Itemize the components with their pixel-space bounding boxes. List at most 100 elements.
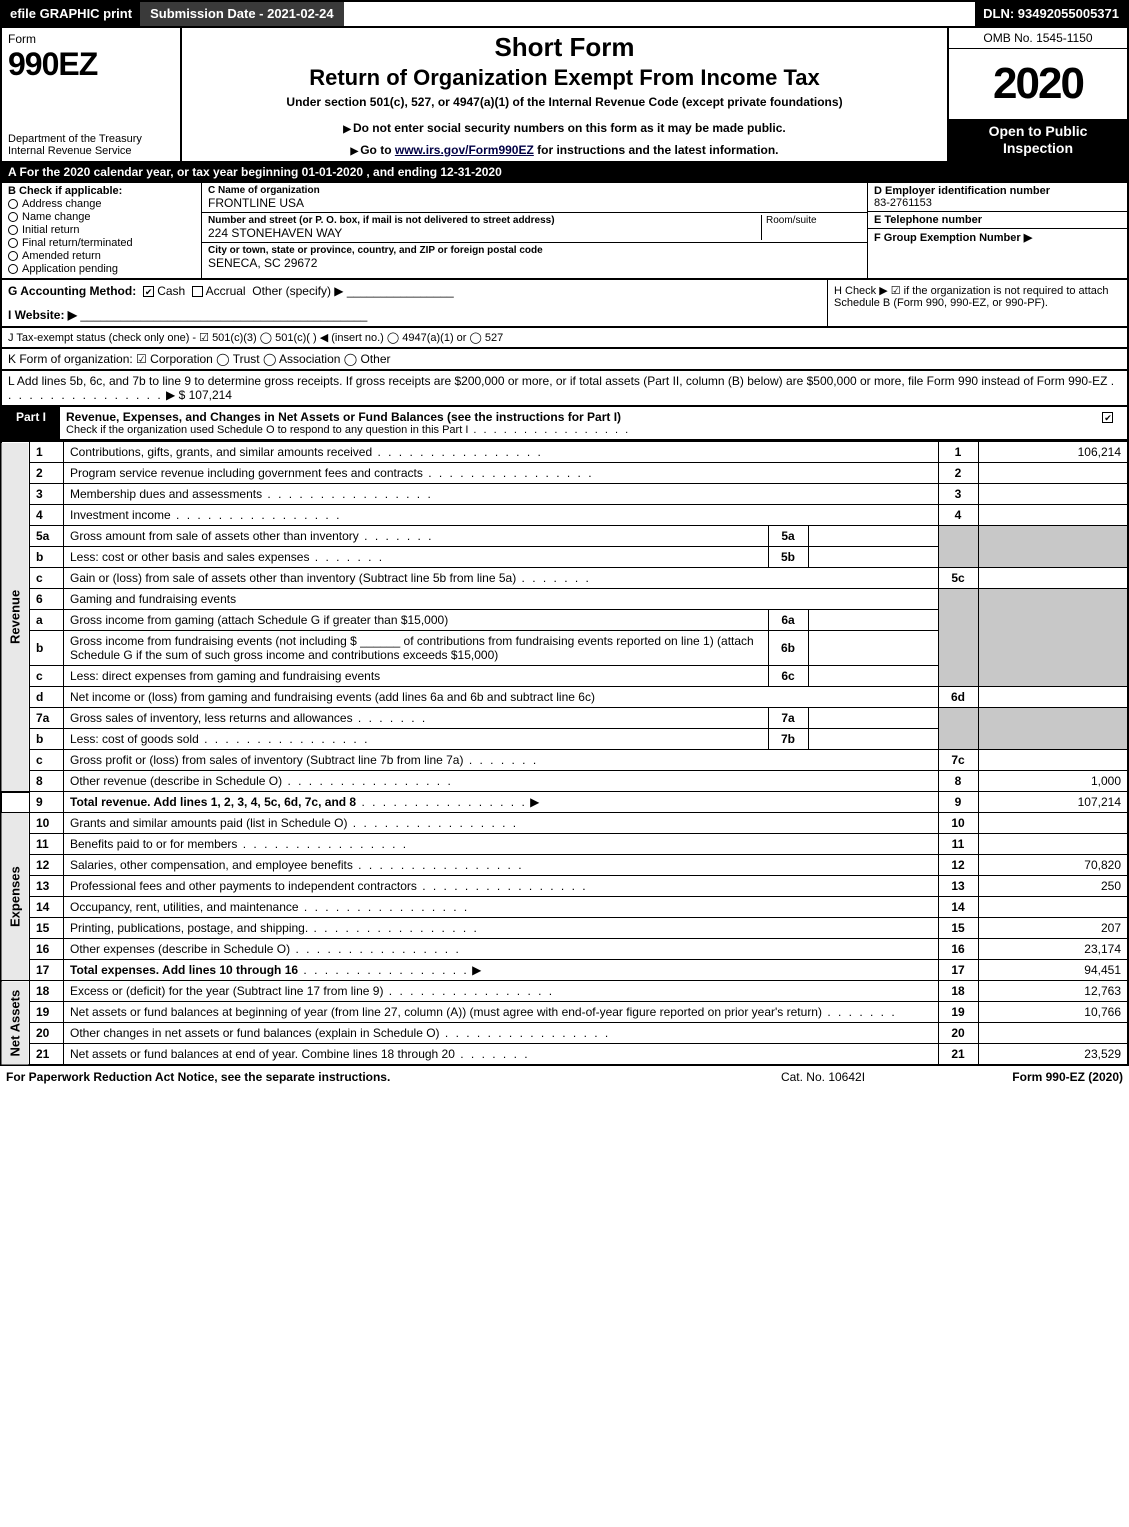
goto-pre: Go to [360,143,395,157]
part1-sub: Check if the organization used Schedule … [66,424,468,436]
topbar: efile GRAPHIC print Submission Date - 20… [0,0,1129,28]
cash-label: Cash [157,284,185,298]
desc: Salaries, other compensation, and employ… [70,858,353,872]
line-5c: cGain or (loss) from sale of assets othe… [1,568,1128,589]
line-20: 20Other changes in net assets or fund ba… [1,1023,1128,1044]
desc: Less: cost or other basis and sales expe… [70,550,309,564]
line-5a: 5aGross amount from sale of assets other… [1,526,1128,547]
chk-name-change[interactable]: Name change [8,211,195,223]
ssn-notice: Do not enter social security numbers on … [190,121,939,135]
desc: Benefits paid to or for members [70,837,237,851]
tax-year: 2020 [949,49,1127,119]
circle-icon [8,264,18,274]
d-label: D Employer identification number [874,185,1121,197]
form-code: 990EZ [8,46,174,83]
desc: Excess or (deficit) for the year (Subtra… [70,984,383,998]
addr: 224 STONEHAVEN WAY [208,226,761,240]
section-def: D Employer identification number 83-2761… [867,183,1127,278]
side-expenses: Expenses [1,813,30,981]
desc: Program service revenue including govern… [70,466,423,480]
efile-print[interactable]: efile GRAPHIC print [2,2,140,26]
desc: Grants and similar amounts paid (list in… [70,816,347,830]
footer-left: For Paperwork Reduction Act Notice, see … [6,1070,723,1084]
check-icon [1102,412,1113,423]
goto: Go to www.irs.gov/Form990EZ for instruct… [190,143,939,157]
line-18: Net Assets 18Excess or (deficit) for the… [1,981,1128,1002]
desc: Professional fees and other payments to … [70,879,417,893]
i-website: I Website: ▶ [8,308,77,322]
desc: Gross income from gaming (attach Schedul… [70,613,448,627]
opt-label: Final return/terminated [22,237,133,249]
val: 23,174 [978,939,1128,960]
opt-label: Amended return [22,250,101,262]
chk-initial-return[interactable]: Initial return [8,224,195,236]
desc: Gross profit or (loss) from sales of inv… [70,753,463,767]
dept2: Internal Revenue Service [8,145,174,157]
accrual-label: Accrual [206,284,246,298]
val [978,897,1128,918]
submission-date: Submission Date - 2021-02-24 [140,2,344,26]
val: 10,766 [978,1002,1128,1023]
chk-final-return[interactable]: Final return/terminated [8,237,195,249]
section-g: G Accounting Method: Cash Accrual Other … [2,280,827,326]
other-label: Other (specify) ▶ [252,284,343,298]
f-label: F Group Exemption Number ▶ [874,231,1121,244]
desc: Total revenue. Add lines 1, 2, 3, 4, 5c,… [70,795,356,809]
section-b: B Check if applicable: Address change Na… [2,183,202,278]
part1-header: Part I Revenue, Expenses, and Changes in… [0,407,1129,441]
dept1: Department of the Treasury [8,133,174,145]
desc: Less: cost of goods sold [70,732,199,746]
form-header: Form 990EZ Department of the Treasury In… [0,28,1129,163]
chk-address-change[interactable]: Address change [8,198,195,210]
val: 106,214 [978,442,1128,463]
e-label: E Telephone number [874,214,1121,226]
val [978,834,1128,855]
desc: Net income or (loss) from gaming and fun… [64,687,939,708]
line-9: 9Total revenue. Add lines 1, 2, 3, 4, 5c… [1,792,1128,813]
chk-app-pending[interactable]: Application pending [8,263,195,275]
line-19: 19Net assets or fund balances at beginni… [1,1002,1128,1023]
dots [468,424,630,436]
form-word: Form [8,32,174,46]
line-8: 8Other revenue (describe in Schedule O) … [1,771,1128,792]
info-block: B Check if applicable: Address change Na… [0,183,1129,280]
line-7a: 7aGross sales of inventory, less returns… [1,708,1128,729]
line-13: 13Professional fees and other payments t… [1,876,1128,897]
line-6d: dNet income or (loss) from gaming and fu… [1,687,1128,708]
chk-amended[interactable]: Amended return [8,250,195,262]
line-4: 4Investment income 4 [1,505,1128,526]
val: 107,214 [978,792,1128,813]
circle-icon [8,238,18,248]
part1-title-text: Revenue, Expenses, and Changes in Net As… [66,410,621,424]
desc: Total expenses. Add lines 10 through 16 [70,963,298,977]
addr-label: Number and street (or P. O. box, if mail… [208,215,761,226]
desc: Investment income [70,508,171,522]
under-section: Under section 501(c), 527, or 4947(a)(1)… [190,95,939,109]
desc: Gaming and fundraising events [64,589,939,610]
row-l: L Add lines 5b, 6c, and 7b to line 9 to … [0,371,1129,407]
line-6: 6Gaming and fundraising events [1,589,1128,610]
val [978,568,1128,589]
part1-chk[interactable] [1087,407,1127,439]
line-17: 17Total expenses. Add lines 10 through 1… [1,960,1128,981]
goto-link[interactable]: www.irs.gov/Form990EZ [395,143,534,157]
desc: Contributions, gifts, grants, and simila… [70,445,372,459]
val: 12,763 [978,981,1128,1002]
desc: Membership dues and assessments [70,487,262,501]
val: 207 [978,918,1128,939]
chk-accrual[interactable] [192,286,203,297]
chk-cash[interactable] [143,286,154,297]
header-center: Short Form Return of Organization Exempt… [182,28,947,161]
desc: Printing, publications, postage, and shi… [70,921,308,935]
ein: 83-2761153 [874,197,1121,209]
city-label: City or town, state or province, country… [208,245,861,256]
part1-tab: Part I [2,407,60,439]
desc: Gross sales of inventory, less returns a… [70,711,353,725]
val [978,505,1128,526]
omb: OMB No. 1545-1150 [949,28,1127,49]
opt-label: Address change [22,198,102,210]
desc: Less: direct expenses from gaming and fu… [70,669,380,683]
desc: Other expenses (describe in Schedule O) [70,942,290,956]
line-1: Revenue 1 Contributions, gifts, grants, … [1,442,1128,463]
ssn-notice-text: Do not enter social security numbers on … [353,121,786,135]
